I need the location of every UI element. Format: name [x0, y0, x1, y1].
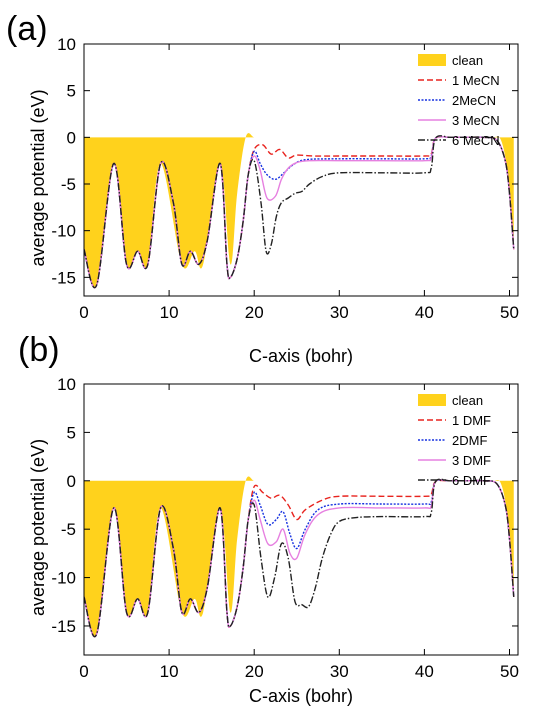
legend-label: clean	[452, 53, 483, 68]
x-tick-label: 30	[330, 303, 349, 322]
y-axis-label: average potential (eV)	[28, 89, 48, 266]
legend-label: 1 DMF	[452, 413, 491, 428]
x-tick-label: 40	[415, 303, 434, 322]
legend-label: 6 MeCN	[452, 133, 500, 148]
x-tick-label: 20	[245, 662, 264, 681]
series-4-line	[84, 135, 515, 289]
legend-swatch	[418, 394, 446, 406]
x-tick-label: 10	[160, 303, 179, 322]
x-tick-label: 0	[79, 662, 88, 681]
panel-label: (a)	[6, 10, 48, 48]
y-tick-label: 0	[67, 128, 76, 147]
plot-area	[84, 133, 515, 289]
x-tick-label: 30	[330, 662, 349, 681]
plot-frame	[83, 43, 519, 297]
legend-label: 2DMF	[452, 433, 487, 448]
y-tick-label: -10	[51, 569, 76, 588]
panel-label: (b)	[18, 331, 60, 369]
y-tick-label: 10	[57, 375, 76, 394]
y-tick-label: 5	[67, 82, 76, 101]
y-axis-label: average potential (eV)	[28, 439, 48, 616]
y-tick-label: 10	[57, 35, 76, 54]
legend-label: 6 DMF	[452, 473, 491, 488]
series-4-line	[84, 478, 515, 638]
legend: clean 1 MeCN 2MeCN 3 MeCN 6 MeCN	[418, 53, 500, 148]
x-axis-label: C-axis (bohr)	[249, 686, 353, 706]
x-tick-label: 20	[245, 303, 264, 322]
series-0-area	[84, 476, 514, 637]
y-tick-label: 0	[67, 472, 76, 491]
plot-frame	[83, 383, 519, 656]
y-tick-label: -10	[51, 222, 76, 241]
y-tick-label: -15	[51, 268, 76, 287]
x-tick-label: 10	[160, 662, 179, 681]
y-tick-label: -15	[51, 617, 76, 636]
series-0-area	[84, 133, 514, 288]
y-tick-label: 5	[67, 423, 76, 442]
legend-label: 3 MeCN	[452, 113, 500, 128]
legend-label: 1 MeCN	[452, 73, 500, 88]
x-tick-label: 50	[500, 662, 519, 681]
legend-label: clean	[452, 393, 483, 408]
x-tick-label: 0	[79, 303, 88, 322]
legend: clean 1 DMF 2DMF 3 DMF 6 DMF	[418, 393, 491, 488]
legend-swatch	[418, 54, 446, 66]
y-tick-label: -5	[61, 175, 76, 194]
plot-area	[84, 476, 515, 638]
y-tick-label: -5	[61, 520, 76, 539]
legend-label: 3 DMF	[452, 453, 491, 468]
x-tick-label: 50	[500, 303, 519, 322]
x-tick-label: 40	[415, 662, 434, 681]
x-axis-label: C-axis (bohr)	[249, 346, 353, 366]
legend-label: 2MeCN	[452, 93, 496, 108]
